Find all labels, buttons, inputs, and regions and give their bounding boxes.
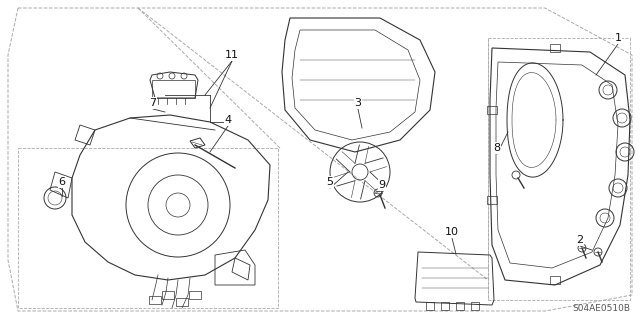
Text: 10: 10 — [445, 227, 459, 237]
Text: 5: 5 — [326, 177, 333, 187]
Text: 11: 11 — [225, 50, 239, 60]
Text: 8: 8 — [493, 143, 500, 153]
Text: 1: 1 — [614, 33, 621, 43]
Text: S04AE0510B: S04AE0510B — [572, 304, 630, 313]
Text: 3: 3 — [355, 98, 362, 108]
Text: 7: 7 — [149, 98, 157, 108]
Text: 6: 6 — [58, 177, 65, 187]
Text: 9: 9 — [378, 180, 385, 190]
Text: 4: 4 — [225, 115, 232, 125]
Text: 2: 2 — [577, 235, 584, 245]
